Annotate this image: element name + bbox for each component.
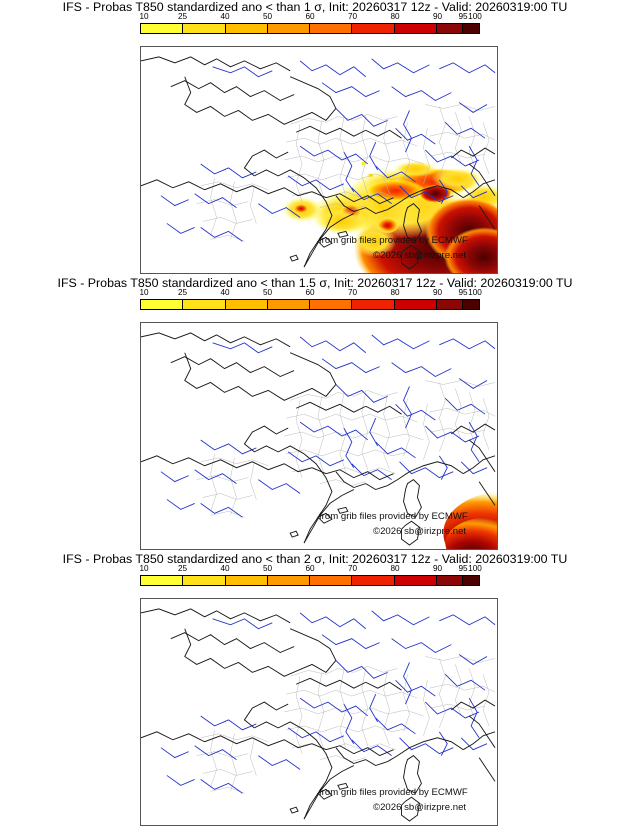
colorbar-1: 10 25 40 50 60 70 80 90 95 100 xyxy=(139,12,482,36)
panel-title-1: IFS - Probas T850 standardized ano < tha… xyxy=(62,0,568,14)
rivers-2 xyxy=(160,334,496,518)
colorbar-tick-25: 25 xyxy=(177,288,188,297)
colorbar-tick-40: 40 xyxy=(220,12,230,21)
colorbar-tick-10: 10 xyxy=(139,564,149,573)
colorbar-tick-90: 90 xyxy=(432,564,443,573)
colorbar-tick-25: 25 xyxy=(177,12,188,21)
forecast-panel-1: IFS - Probas T850 standardized ano < tha… xyxy=(0,0,630,276)
colorbar-swatches-1 xyxy=(140,23,480,34)
colorbar-segment-5 xyxy=(352,24,395,33)
colorbar-tick-70: 70 xyxy=(347,12,358,21)
colorbar-segment-6 xyxy=(394,300,437,309)
map-canvas-3[interactable]: from grib files provided by ECMWF ©2026 … xyxy=(140,598,498,826)
map-svg-2 xyxy=(141,323,497,549)
colorbar-tick-100: 100 xyxy=(468,288,482,297)
colorbar-tick-50: 50 xyxy=(262,288,273,297)
colorbar-segment-4 xyxy=(310,24,353,33)
panel-title-3: IFS - Probas T850 standardized ano < tha… xyxy=(62,552,568,566)
map-svg-3 xyxy=(141,599,497,825)
coastlines-3 xyxy=(141,608,496,822)
colorbar-tick-25: 25 xyxy=(177,564,188,573)
colorbar-tick-50: 50 xyxy=(262,12,273,21)
colorbar-segment-7 xyxy=(436,24,463,33)
colorbar-segment-0 xyxy=(141,576,184,585)
colorbar-tick-80: 80 xyxy=(390,288,400,297)
colorbar-tick-100: 100 xyxy=(468,12,482,21)
anomaly-field-2 xyxy=(443,491,497,549)
colorbar-segment-7 xyxy=(436,576,463,585)
colorbar-swatches-2 xyxy=(140,299,480,310)
colorbar-segment-8 xyxy=(462,300,479,309)
colorbar-tick-90: 90 xyxy=(432,12,443,21)
colorbar-tick-60: 60 xyxy=(305,12,315,21)
colorbar-segment-3 xyxy=(267,576,310,585)
colorbar-tick-50: 50 xyxy=(262,564,273,573)
colorbar-2: 10 25 40 50 60 70 80 90 95 100 xyxy=(139,288,482,312)
colorbar-ticks-1: 10 25 40 50 60 70 80 90 95 100 xyxy=(139,12,482,23)
colorbar-ticks-2: 10 25 40 50 60 70 80 90 95 100 xyxy=(139,288,482,299)
colorbar-tick-70: 70 xyxy=(347,564,358,573)
colorbar-tick-40: 40 xyxy=(220,288,230,297)
colorbar-segment-8 xyxy=(462,576,479,585)
forecast-panel-2: IFS - Probas T850 standardized ano < tha… xyxy=(0,276,630,552)
colorbar-3: 10 25 40 50 60 70 80 90 95 100 xyxy=(139,564,482,588)
colorbar-ticks-3: 10 25 40 50 60 70 80 90 95 100 xyxy=(139,564,482,575)
colorbar-tick-95: 95 xyxy=(458,288,468,297)
colorbar-tick-90: 90 xyxy=(432,288,443,297)
panel-title-2: IFS - Probas T850 standardized ano < tha… xyxy=(57,276,573,290)
colorbar-segment-5 xyxy=(352,300,395,309)
colorbar-tick-40: 40 xyxy=(220,564,230,573)
map-svg-1 xyxy=(141,47,497,273)
rivers-3 xyxy=(160,610,496,794)
colorbar-tick-95: 95 xyxy=(458,564,468,573)
coastlines-1 xyxy=(141,56,496,270)
colorbar-segment-7 xyxy=(436,300,463,309)
anomaly-field-1 xyxy=(282,160,497,273)
colorbar-segment-1 xyxy=(183,576,226,585)
colorbar-tick-80: 80 xyxy=(390,564,400,573)
colorbar-segment-0 xyxy=(141,24,184,33)
colorbar-tick-60: 60 xyxy=(305,564,315,573)
colorbar-segment-1 xyxy=(183,300,226,309)
colorbar-segment-1 xyxy=(183,24,226,33)
colorbar-tick-10: 10 xyxy=(139,288,149,297)
colorbar-segment-6 xyxy=(394,24,437,33)
colorbar-segment-5 xyxy=(352,576,395,585)
colorbar-tick-10: 10 xyxy=(139,12,149,21)
colorbar-segment-2 xyxy=(225,576,268,585)
colorbar-segment-0 xyxy=(141,300,184,309)
colorbar-swatches-3 xyxy=(140,575,480,586)
colorbar-segment-4 xyxy=(310,576,353,585)
coastlines-2 xyxy=(141,332,496,546)
admin-boundaries-1 xyxy=(196,104,496,242)
forecast-panel-3: IFS - Probas T850 standardized ano < tha… xyxy=(0,552,630,828)
colorbar-tick-80: 80 xyxy=(390,12,400,21)
colorbar-segment-2 xyxy=(225,300,268,309)
colorbar-segment-4 xyxy=(310,300,353,309)
map-canvas-1[interactable]: from grib files provided by ECMWF ©2026 … xyxy=(140,46,498,274)
colorbar-tick-95: 95 xyxy=(458,12,468,21)
colorbar-segment-2 xyxy=(225,24,268,33)
colorbar-tick-60: 60 xyxy=(305,288,315,297)
map-canvas-2[interactable]: from grib files provided by ECMWF ©2026 … xyxy=(140,322,498,550)
colorbar-segment-6 xyxy=(394,576,437,585)
colorbar-tick-100: 100 xyxy=(468,564,482,573)
colorbar-tick-70: 70 xyxy=(347,288,358,297)
colorbar-segment-8 xyxy=(462,24,479,33)
colorbar-segment-3 xyxy=(267,300,310,309)
colorbar-segment-3 xyxy=(267,24,310,33)
